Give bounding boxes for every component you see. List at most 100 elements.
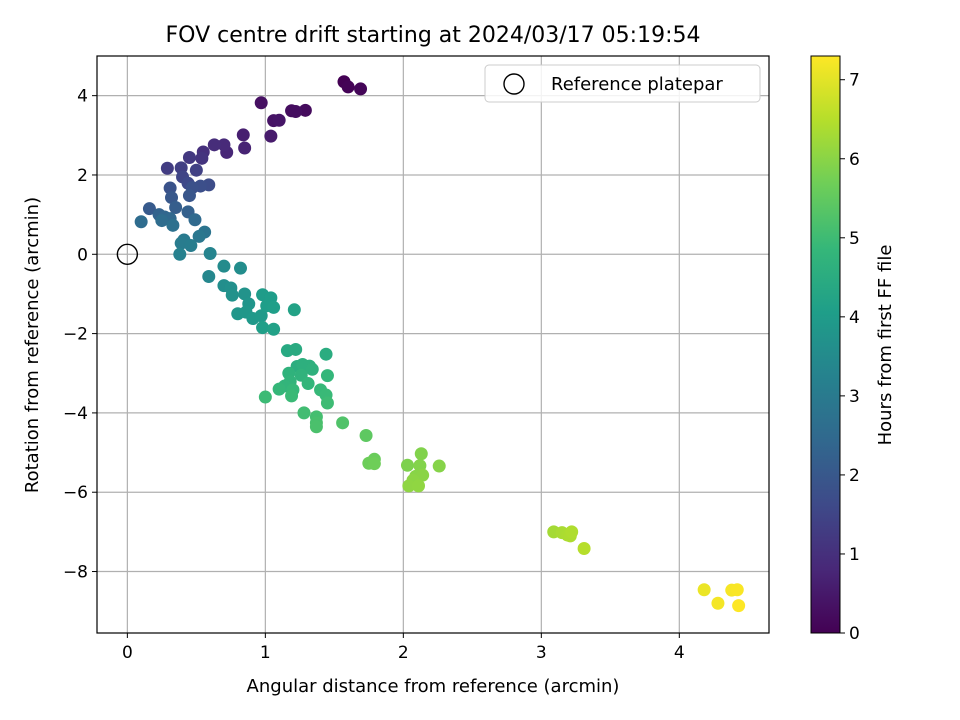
colorbar-tick-label: 3 bbox=[849, 387, 860, 407]
data-point bbox=[432, 459, 446, 473]
data-point bbox=[400, 458, 414, 472]
data-point bbox=[225, 288, 239, 302]
scatter-series bbox=[134, 75, 746, 613]
data-point bbox=[267, 300, 281, 314]
chart-title: FOV centre drift starting at 2024/03/17 … bbox=[166, 23, 701, 48]
x-axis: 0 1 2 3 4 bbox=[122, 633, 685, 663]
data-point bbox=[287, 303, 301, 317]
data-point bbox=[711, 596, 725, 610]
y-tick-label: −8 bbox=[63, 563, 88, 583]
x-tick-label: 2 bbox=[398, 643, 409, 663]
data-point bbox=[238, 287, 252, 301]
colorbar bbox=[810, 55, 841, 634]
y-tick-label: 4 bbox=[77, 87, 88, 107]
data-point bbox=[160, 161, 174, 175]
data-point bbox=[184, 239, 198, 253]
y-tick-label: −4 bbox=[63, 404, 88, 424]
data-point bbox=[182, 151, 196, 165]
data-point bbox=[195, 151, 209, 165]
data-point bbox=[354, 82, 368, 96]
colorbar-label: Hours from first FF file bbox=[875, 245, 896, 446]
data-point bbox=[254, 309, 268, 323]
y-tick-label: −6 bbox=[63, 483, 88, 503]
data-point bbox=[238, 141, 252, 155]
data-point bbox=[730, 583, 744, 597]
colorbar-tick-label: 5 bbox=[849, 229, 860, 249]
data-point bbox=[258, 390, 272, 404]
data-point bbox=[367, 457, 381, 471]
data-point bbox=[264, 129, 278, 143]
data-point bbox=[289, 105, 303, 119]
data-point bbox=[272, 113, 286, 127]
data-point bbox=[359, 429, 373, 443]
data-point bbox=[182, 189, 196, 203]
data-point bbox=[267, 322, 281, 336]
data-point bbox=[297, 406, 311, 420]
data-point bbox=[565, 525, 579, 539]
y-tick-label: −2 bbox=[63, 325, 88, 345]
data-point bbox=[412, 479, 426, 493]
data-point bbox=[165, 191, 179, 205]
data-point bbox=[309, 420, 323, 434]
data-point bbox=[301, 377, 315, 391]
data-point bbox=[173, 247, 187, 261]
data-point bbox=[298, 103, 312, 117]
x-tick-label: 4 bbox=[674, 643, 685, 663]
data-point bbox=[697, 583, 711, 597]
data-point bbox=[414, 447, 428, 461]
colorbar-tick-label: 0 bbox=[849, 624, 860, 644]
data-point bbox=[416, 468, 430, 482]
colorbar-axis: 0 1 2 3 4 5 6 7 bbox=[840, 71, 860, 644]
x-axis-label: Angular distance from reference (arcmin) bbox=[247, 676, 620, 697]
y-axis-label: Rotation from reference (arcmin) bbox=[22, 197, 43, 493]
legend-box bbox=[484, 64, 761, 103]
y-axis: −8 −6 −4 −2 0 2 4 bbox=[63, 87, 97, 583]
reference-platepar-marker bbox=[116, 243, 139, 265]
data-point bbox=[272, 382, 286, 396]
colorbar-tick-label: 6 bbox=[849, 150, 860, 170]
data-point bbox=[256, 321, 270, 335]
data-point bbox=[254, 96, 268, 110]
legend-marker bbox=[503, 73, 525, 95]
data-point bbox=[341, 80, 355, 94]
data-point bbox=[289, 342, 303, 356]
data-point bbox=[155, 214, 169, 228]
data-point bbox=[320, 369, 334, 383]
data-point bbox=[202, 269, 216, 283]
data-point bbox=[236, 128, 250, 142]
data-point bbox=[217, 259, 231, 273]
data-point bbox=[166, 218, 180, 232]
y-tick-label: 2 bbox=[77, 166, 88, 186]
data-point bbox=[285, 389, 299, 403]
data-point bbox=[189, 163, 203, 177]
x-tick-label: 0 bbox=[122, 643, 133, 663]
colorbar-tick-label: 4 bbox=[849, 308, 860, 328]
data-point bbox=[192, 229, 206, 243]
data-point bbox=[577, 542, 591, 556]
y-tick-label: 0 bbox=[77, 245, 88, 265]
colorbar-tick-label: 2 bbox=[849, 466, 860, 486]
grid bbox=[97, 56, 769, 633]
data-point bbox=[169, 200, 183, 214]
data-point bbox=[402, 479, 416, 493]
x-tick-label: 1 bbox=[260, 643, 271, 663]
data-point bbox=[336, 416, 350, 430]
legend: Reference platepar bbox=[484, 64, 761, 103]
reference-layer bbox=[116, 243, 139, 265]
x-tick-label: 3 bbox=[536, 643, 547, 663]
colorbar-tick-label: 7 bbox=[849, 71, 860, 91]
legend-label: Reference platepar bbox=[551, 74, 723, 95]
plot-frame bbox=[96, 55, 770, 634]
data-point bbox=[163, 181, 177, 195]
data-point bbox=[142, 202, 156, 216]
data-point bbox=[207, 138, 221, 152]
data-point bbox=[319, 347, 333, 361]
data-point bbox=[234, 261, 248, 275]
data-point bbox=[305, 362, 319, 376]
data-point bbox=[320, 396, 334, 410]
colorbar-tick-label: 1 bbox=[849, 545, 860, 565]
data-point bbox=[188, 213, 202, 227]
data-point bbox=[134, 215, 148, 229]
data-point bbox=[732, 599, 746, 613]
